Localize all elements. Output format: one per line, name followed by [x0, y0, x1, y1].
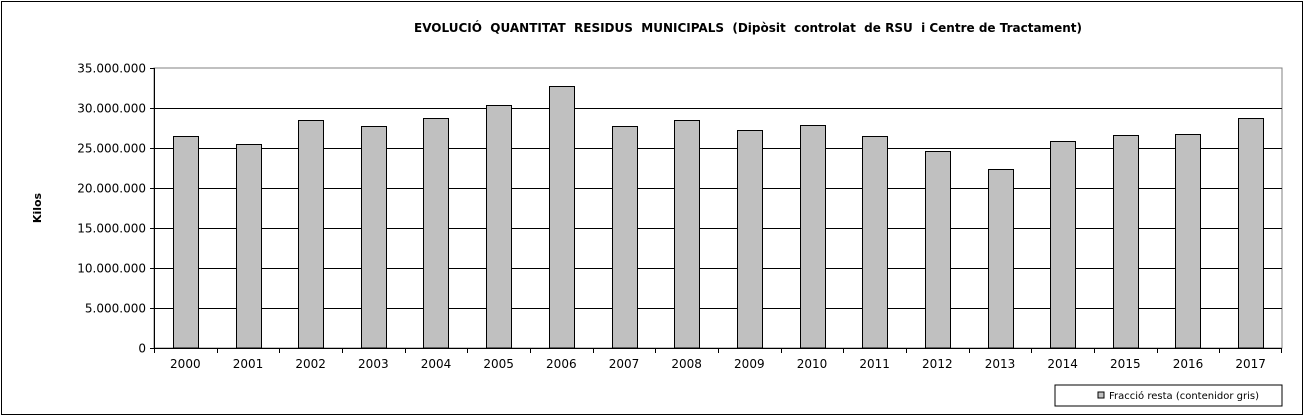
bar-2015: [1113, 135, 1139, 349]
x-tick-label: 2006: [546, 357, 577, 371]
x-tick-label: 2007: [609, 357, 640, 371]
bar-2003: [361, 126, 387, 349]
x-tick-label: 2001: [233, 357, 264, 371]
bar-2000: [173, 136, 199, 349]
y-tick-label: 35.000.000: [77, 62, 146, 76]
bar-2010: [800, 125, 826, 349]
y-tick-label: 20.000.000: [77, 182, 146, 196]
legend-label: Fracció resta (contenidor gris): [1109, 390, 1259, 402]
x-tick-label: 2003: [358, 357, 389, 371]
bar-2009: [737, 130, 763, 349]
legend-box: [1054, 384, 1283, 407]
x-tick-label: 2011: [859, 357, 890, 371]
y-tick-label: 5.000.000: [85, 302, 146, 316]
bar-2014: [1050, 141, 1076, 349]
chart-title: EVOLUCIÓ QUANTITAT RESIDUS MUNICIPALS (D…: [414, 20, 1082, 35]
bar-2012: [925, 151, 951, 349]
x-tick-label: 2000: [170, 357, 201, 371]
x-tick-label: 2013: [985, 357, 1016, 371]
bar-2005: [486, 105, 512, 349]
y-tick-label: 25.000.000: [77, 142, 146, 156]
legend: Fracció resta (contenidor gris): [1054, 384, 1283, 407]
bar-2001: [236, 144, 262, 349]
bar-2011: [862, 136, 888, 349]
y-axis-label: Kilos: [31, 192, 44, 223]
bar-2006: [549, 86, 575, 349]
legend-swatch: [1097, 391, 1105, 399]
x-tick-label: 2005: [483, 357, 514, 371]
bar-2008: [674, 120, 700, 349]
x-tick-label: 2012: [922, 357, 953, 371]
bar-2013: [988, 169, 1014, 349]
y-tick-label: 30.000.000: [77, 102, 146, 116]
x-tick-label: 2016: [1173, 357, 1204, 371]
bar-2007: [612, 126, 638, 349]
x-tick-label: 2010: [797, 357, 828, 371]
x-tick-label: 2017: [1235, 357, 1266, 371]
x-tick-label: 2002: [295, 357, 326, 371]
x-tick-label: 2014: [1047, 357, 1078, 371]
y-tick-label: 0: [138, 342, 146, 356]
y-tick-label: 15.000.000: [77, 222, 146, 236]
x-tick-label: 2015: [1110, 357, 1141, 371]
bar-2016: [1175, 134, 1201, 349]
bar-2002: [298, 120, 324, 349]
x-tick-label: 2004: [421, 357, 452, 371]
bar-2017: [1238, 118, 1264, 349]
x-tick-label: 2009: [734, 357, 765, 371]
x-tick-label: 2008: [671, 357, 702, 371]
y-tick-label: 10.000.000: [77, 262, 146, 276]
bar-2004: [423, 118, 449, 349]
